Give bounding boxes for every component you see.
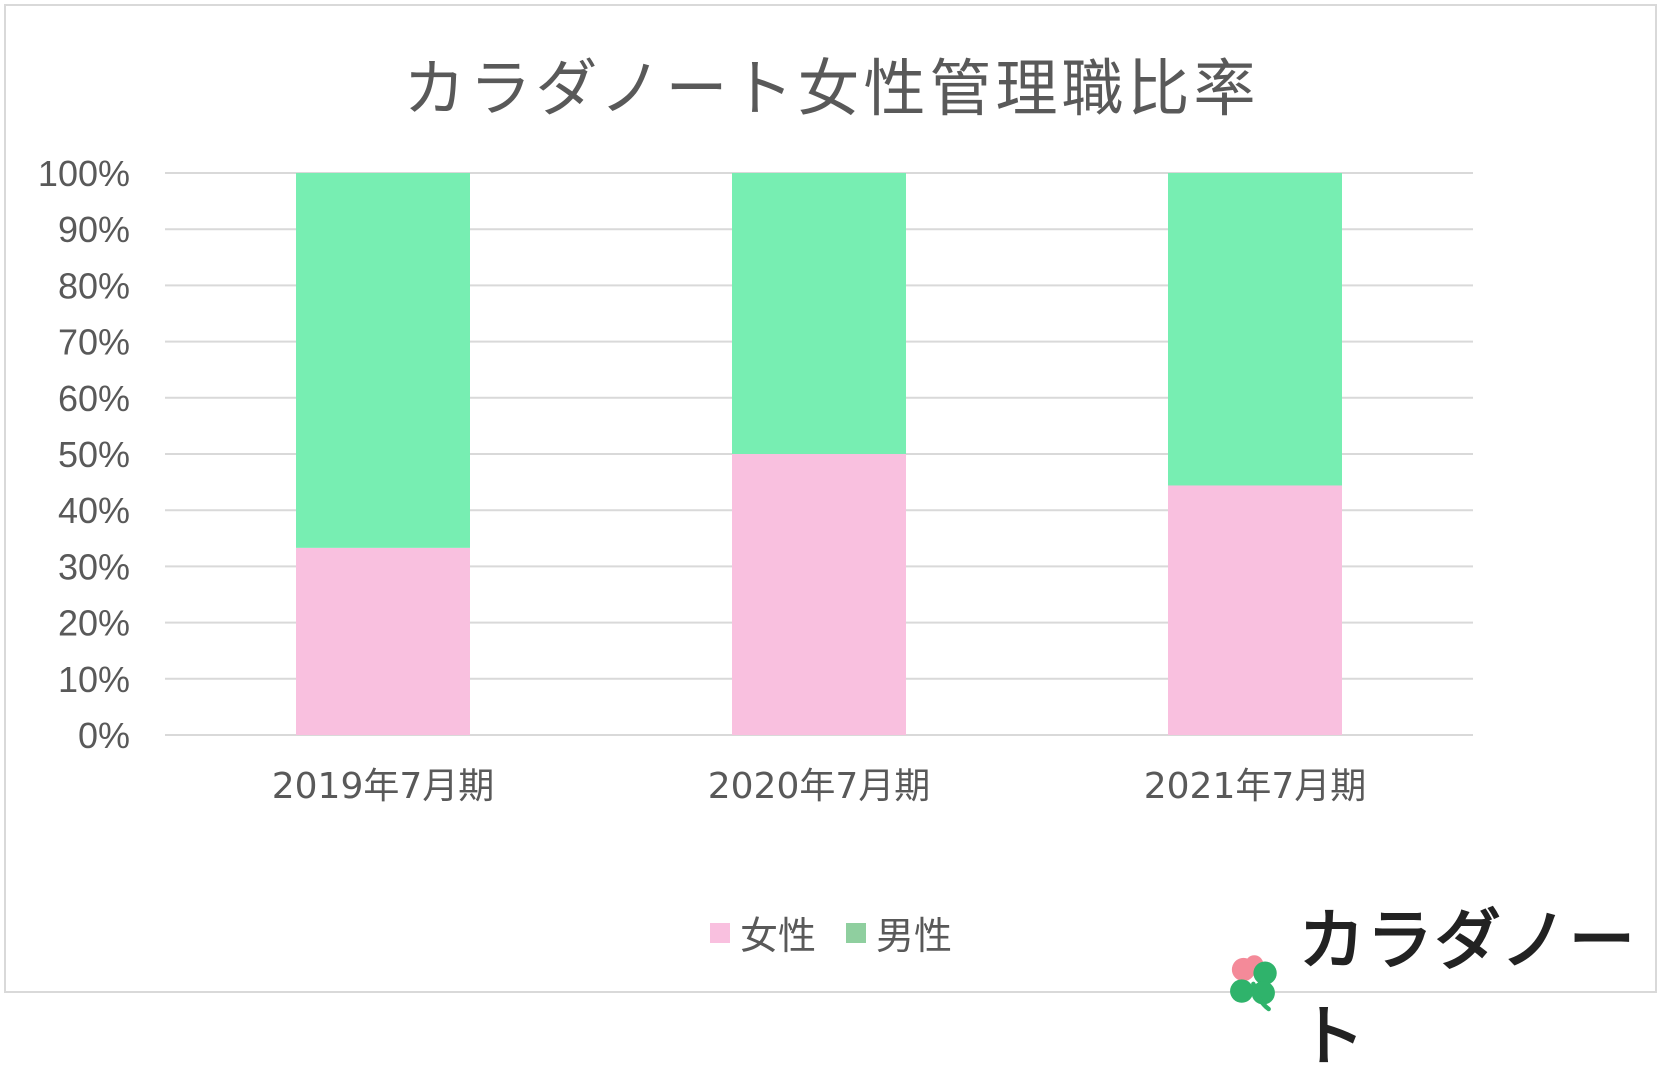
bar-segment-female[interactable]	[1168, 485, 1342, 735]
plot-area: 0% 10% 20% 30% 40% 50% 60% 70% 80% 90% 100% 2019年7月…	[38, 153, 1473, 807]
legend: 女性 男性	[710, 905, 982, 960]
bar-segment-female[interactable]	[732, 454, 906, 735]
brand-logo: カラダノート	[1222, 887, 1663, 1079]
legend-swatch-male	[846, 922, 867, 943]
y-tick-label: 100%	[38, 153, 130, 194]
bar-segment-male[interactable]	[1168, 173, 1342, 486]
bar-segment-female[interactable]	[296, 547, 470, 735]
y-tick-label: 60%	[58, 378, 130, 419]
legend-label-male: 男性	[876, 914, 953, 958]
bar-segment-male[interactable]	[732, 173, 906, 454]
x-category-label: 2021年7月期	[1144, 766, 1367, 807]
legend-label-female: 女性	[740, 914, 817, 958]
brand-name: カラダノート	[1298, 902, 1637, 1075]
legend-item-male[interactable]: 男性	[846, 905, 952, 960]
y-tick-label: 40%	[58, 490, 130, 531]
y-tick-label: 10%	[58, 659, 130, 700]
bar-segment-male[interactable]	[296, 173, 470, 548]
y-tick-label: 80%	[58, 265, 130, 306]
legend-swatch-female	[710, 922, 730, 943]
y-tick-label: 0%	[78, 715, 130, 756]
legend-item-female[interactable]: 女性	[710, 905, 816, 960]
clover-icon	[1230, 955, 1277, 1012]
y-tick-label: 90%	[58, 209, 130, 250]
y-tick-label: 50%	[58, 434, 130, 475]
y-tick-label: 30%	[58, 546, 130, 587]
x-category-label: 2020年7月期	[708, 766, 931, 807]
y-tick-label: 70%	[58, 322, 130, 363]
chart-title: カラダノート女性管理職比率	[403, 52, 1260, 125]
x-category-label: 2019年7月期	[272, 766, 495, 807]
y-tick-label: 20%	[58, 603, 130, 644]
